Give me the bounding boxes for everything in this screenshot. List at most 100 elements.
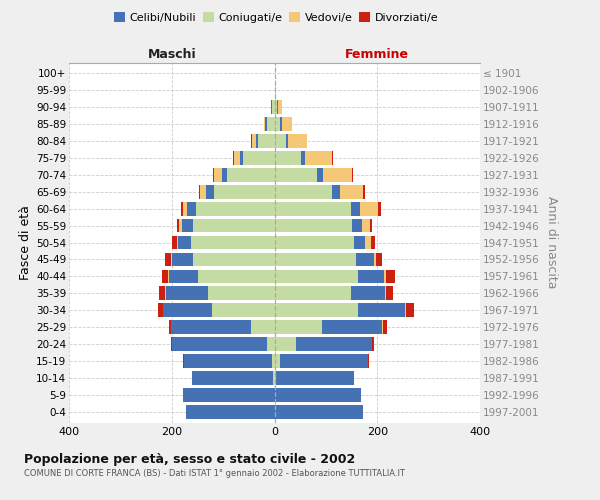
Bar bbox=[386, 270, 395, 283]
Bar bbox=[183, 388, 275, 402]
Bar bbox=[286, 134, 289, 147]
Bar bbox=[267, 116, 275, 130]
Bar bbox=[275, 354, 280, 368]
Bar bbox=[199, 270, 275, 283]
Bar bbox=[275, 116, 280, 130]
Bar bbox=[376, 252, 382, 266]
Bar bbox=[264, 116, 265, 130]
Bar bbox=[332, 150, 333, 164]
Bar bbox=[177, 236, 178, 250]
Text: Maschi: Maschi bbox=[148, 48, 196, 61]
Bar bbox=[206, 184, 214, 198]
Bar bbox=[386, 286, 392, 300]
Text: Popolazione per età, sesso e stato civile - 2002: Popolazione per età, sesso e stato civil… bbox=[24, 452, 355, 466]
Bar bbox=[360, 202, 378, 215]
Bar bbox=[276, 372, 354, 386]
Bar bbox=[275, 184, 332, 198]
Bar bbox=[275, 406, 363, 419]
Bar bbox=[193, 252, 275, 266]
Bar bbox=[362, 218, 370, 232]
Bar bbox=[179, 218, 182, 232]
Bar bbox=[275, 134, 286, 147]
Bar bbox=[233, 150, 234, 164]
Bar bbox=[275, 168, 317, 181]
Bar bbox=[169, 270, 199, 283]
Bar bbox=[280, 116, 281, 130]
Bar bbox=[278, 100, 281, 114]
Bar bbox=[178, 236, 191, 250]
Bar bbox=[383, 320, 387, 334]
Bar bbox=[354, 236, 365, 250]
Legend: Celibi/Nubili, Coniugati/e, Vedovi/e, Divorziati/e: Celibi/Nubili, Coniugati/e, Vedovi/e, Di… bbox=[109, 8, 443, 28]
Bar bbox=[186, 406, 275, 419]
Bar bbox=[240, 150, 242, 164]
Bar bbox=[301, 150, 305, 164]
Bar bbox=[162, 270, 168, 283]
Bar bbox=[406, 304, 414, 318]
Bar bbox=[242, 150, 275, 164]
Bar bbox=[358, 304, 405, 318]
Bar bbox=[274, 372, 275, 386]
Bar bbox=[275, 304, 358, 318]
Bar bbox=[166, 286, 208, 300]
Bar bbox=[181, 202, 183, 215]
Bar bbox=[272, 354, 275, 368]
Bar bbox=[275, 338, 296, 351]
Bar bbox=[322, 320, 382, 334]
Bar bbox=[158, 304, 163, 318]
Bar bbox=[275, 202, 350, 215]
Bar bbox=[370, 218, 372, 232]
Bar bbox=[184, 354, 272, 368]
Bar bbox=[405, 304, 406, 318]
Bar bbox=[296, 338, 372, 351]
Bar bbox=[196, 202, 275, 215]
Bar bbox=[374, 252, 376, 266]
Bar bbox=[280, 354, 368, 368]
Bar bbox=[193, 372, 274, 386]
Bar bbox=[267, 338, 275, 351]
Bar bbox=[317, 168, 323, 181]
Bar bbox=[234, 150, 240, 164]
Bar bbox=[171, 320, 251, 334]
Bar bbox=[323, 168, 352, 181]
Bar bbox=[171, 338, 172, 351]
Bar bbox=[372, 338, 374, 351]
Bar bbox=[182, 218, 193, 232]
Bar bbox=[356, 252, 374, 266]
Bar bbox=[183, 202, 187, 215]
Bar bbox=[275, 388, 361, 402]
Bar bbox=[275, 218, 352, 232]
Bar bbox=[352, 168, 353, 181]
Bar bbox=[371, 236, 374, 250]
Bar bbox=[332, 184, 340, 198]
Bar bbox=[164, 252, 171, 266]
Bar bbox=[227, 168, 275, 181]
Bar bbox=[214, 168, 222, 181]
Bar bbox=[350, 286, 385, 300]
Bar bbox=[275, 270, 358, 283]
Bar bbox=[275, 286, 350, 300]
Bar bbox=[385, 270, 386, 283]
Bar bbox=[265, 116, 267, 130]
Text: Femmine: Femmine bbox=[345, 48, 409, 61]
Bar bbox=[256, 134, 258, 147]
Bar bbox=[275, 252, 356, 266]
Bar bbox=[275, 100, 277, 114]
Bar bbox=[177, 218, 179, 232]
Bar bbox=[275, 320, 322, 334]
Bar bbox=[171, 252, 172, 266]
Bar bbox=[365, 236, 371, 250]
Bar bbox=[159, 286, 165, 300]
Bar bbox=[163, 304, 212, 318]
Bar bbox=[172, 252, 193, 266]
Bar bbox=[272, 100, 275, 114]
Bar bbox=[350, 202, 360, 215]
Bar bbox=[378, 202, 381, 215]
Text: COMUNE DI CORTE FRANCA (BS) - Dati ISTAT 1° gennaio 2002 - Elaborazione TUTTITAL: COMUNE DI CORTE FRANCA (BS) - Dati ISTAT… bbox=[24, 469, 405, 478]
Y-axis label: Anni di nascita: Anni di nascita bbox=[545, 196, 558, 289]
Bar bbox=[277, 100, 278, 114]
Bar bbox=[340, 184, 364, 198]
Bar bbox=[281, 116, 292, 130]
Bar bbox=[200, 184, 206, 198]
Bar bbox=[275, 236, 354, 250]
